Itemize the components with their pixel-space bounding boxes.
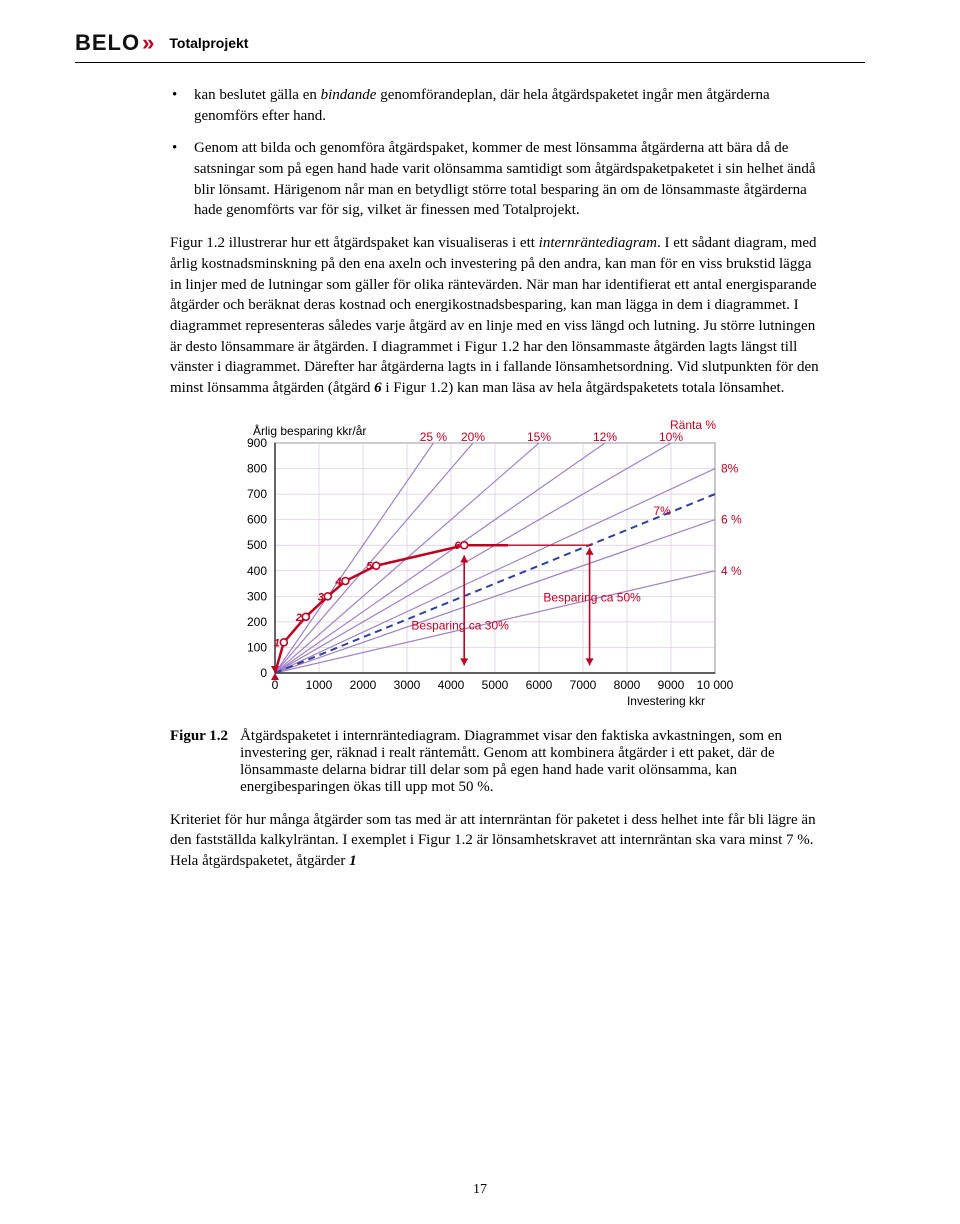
svg-text:700: 700	[247, 487, 267, 501]
svg-text:3: 3	[318, 591, 324, 603]
page-header: BELO» Totalprojekt	[75, 30, 845, 56]
svg-text:10%: 10%	[659, 430, 683, 444]
svg-text:2: 2	[295, 611, 302, 623]
svg-text:600: 600	[247, 512, 267, 526]
svg-text:7%: 7%	[653, 504, 671, 518]
svg-text:2000: 2000	[350, 678, 377, 692]
svg-text:25 %: 25 %	[420, 430, 448, 444]
svg-text:800: 800	[247, 461, 267, 475]
svg-text:20%: 20%	[461, 430, 485, 444]
svg-text:10 000: 10 000	[697, 678, 734, 692]
svg-text:6: 6	[454, 540, 461, 552]
svg-text:900: 900	[247, 436, 267, 450]
svg-text:7000: 7000	[570, 678, 597, 692]
svg-text:0: 0	[272, 678, 279, 692]
svg-text:1000: 1000	[306, 678, 333, 692]
svg-text:5000: 5000	[482, 678, 509, 692]
svg-text:Investering kkr: Investering kkr	[627, 694, 705, 708]
doc-title: Totalprojekt	[169, 35, 248, 51]
svg-text:500: 500	[247, 538, 267, 552]
svg-text:4: 4	[334, 576, 341, 588]
figure-label: Figur 1.2	[170, 728, 228, 796]
svg-text:15%: 15%	[527, 430, 551, 444]
svg-text:200: 200	[247, 615, 267, 629]
logo-arrow-icon: »	[142, 30, 155, 56]
svg-text:8000: 8000	[614, 678, 641, 692]
figure-text: Åtgärdspaketet i internräntediagram. Dia…	[240, 728, 825, 796]
bullet-list: kan beslutet gälla en bindande genomföra…	[170, 85, 825, 221]
internal-rate-chart: 1 2 34 5 6 Besparing ca 30% Besparing ca 50% 0 1…	[205, 413, 765, 713]
svg-text:6 %: 6 %	[721, 512, 742, 526]
svg-text:Årlig besparing kkr/år: Årlig besparing kkr/år	[253, 423, 366, 438]
svg-text:100: 100	[247, 640, 267, 654]
svg-text:Besparing ca 30%: Besparing ca 30%	[411, 618, 509, 632]
page-number: 17	[0, 1182, 960, 1198]
svg-text:5: 5	[366, 560, 373, 572]
svg-text:300: 300	[247, 589, 267, 603]
list-item: Genom att bilda och genomföra åtgärdspak…	[170, 138, 825, 221]
svg-text:6000: 6000	[526, 678, 553, 692]
svg-text:400: 400	[247, 563, 267, 577]
svg-text:8%: 8%	[721, 461, 739, 475]
chart-container: 1 2 34 5 6 Besparing ca 30% Besparing ca 50% 0 1…	[205, 413, 825, 718]
svg-text:Besparing ca 50%: Besparing ca 50%	[543, 590, 641, 604]
list-item: kan beslutet gälla en bindande genomföra…	[170, 85, 825, 126]
svg-text:9000: 9000	[658, 678, 685, 692]
figure-caption: Figur 1.2 Åtgärdspaketet i internräntedi…	[170, 728, 825, 796]
svg-text:0: 0	[260, 666, 267, 680]
svg-text:4 %: 4 %	[721, 563, 742, 577]
logo: BELO»	[75, 30, 155, 56]
header-rule	[75, 62, 865, 63]
body-paragraph: Figur 1.2 illustrerar hur ett åtgärdspak…	[170, 233, 825, 399]
svg-text:12%: 12%	[593, 430, 617, 444]
body-paragraph: Kriteriet för hur många åtgärder som tas…	[170, 810, 825, 872]
svg-text:1: 1	[274, 637, 280, 649]
svg-text:4000: 4000	[438, 678, 465, 692]
content: kan beslutet gälla en bindande genomföra…	[115, 85, 845, 872]
svg-text:3000: 3000	[394, 678, 421, 692]
logo-text: BELO	[75, 30, 140, 56]
